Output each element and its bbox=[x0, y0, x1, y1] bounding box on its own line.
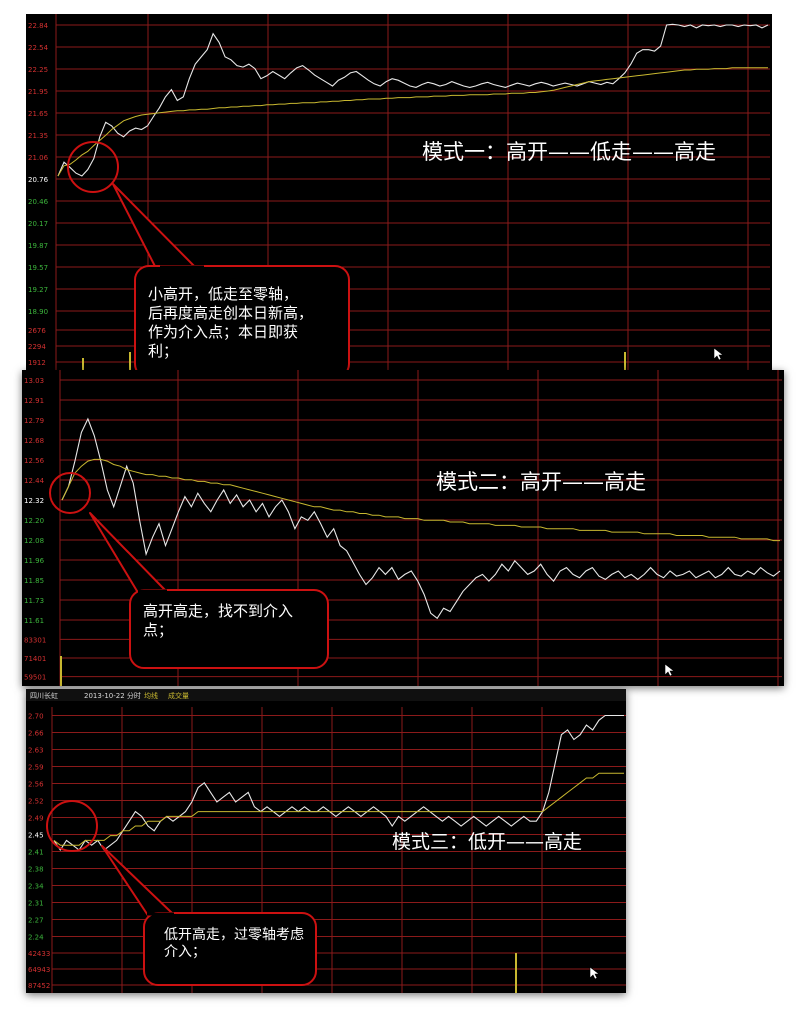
volume-bar bbox=[515, 953, 517, 993]
price-tick-label: 2.41 bbox=[28, 849, 44, 857]
callout-pointer bbox=[101, 845, 173, 918]
callout-text-line: 低开高走，过零轴考虑 bbox=[164, 926, 304, 943]
price-tick-label: 2.56 bbox=[28, 781, 44, 789]
volume-bar bbox=[624, 352, 626, 370]
volume-tick-label: 2294 bbox=[28, 343, 46, 351]
price-line bbox=[61, 417, 781, 620]
average-price-line bbox=[61, 458, 780, 542]
price-tick-label: 12.20 bbox=[24, 517, 44, 525]
callout-text-line: 介入； bbox=[164, 944, 206, 960]
price-tick-label: 22.84 bbox=[28, 22, 49, 30]
price-tick-label: 2.34 bbox=[28, 883, 44, 891]
callout-text-line: 高开高走，找不到介入 bbox=[143, 602, 293, 620]
average-price-line bbox=[57, 67, 768, 177]
price-tick-label: 21.06 bbox=[28, 154, 49, 162]
price-tick-label: 11.85 bbox=[24, 577, 44, 585]
avg-line-legend: 均线 bbox=[144, 691, 158, 700]
price-tick-label: 2.27 bbox=[28, 917, 44, 925]
price-tick-label: 11.96 bbox=[24, 557, 45, 565]
price-tick-label: 2.49 bbox=[28, 815, 44, 823]
price-line bbox=[57, 23, 769, 177]
price-tick-label: 12.68 bbox=[24, 437, 44, 445]
price-tick-label: 19.57 bbox=[28, 264, 48, 272]
chart-date: 2013-10-22 分时 bbox=[84, 691, 141, 700]
price-tick-label: 19.27 bbox=[28, 286, 48, 294]
price-line bbox=[53, 714, 624, 852]
mouse-cursor-icon bbox=[664, 663, 675, 677]
price-tick-label: 21.95 bbox=[28, 88, 48, 96]
price-tick-label: 12.08 bbox=[24, 537, 44, 545]
price-tick-label: 12.91 bbox=[24, 397, 44, 405]
callout-text-line: 后再度高走创本日新高， bbox=[148, 304, 313, 322]
price-tick-label: 2.24 bbox=[28, 934, 44, 942]
intraday-chart-mode-1: 22.84 22.54 22.25 21.95 21.65 21.35 21.06 20.76… bbox=[28, 14, 770, 370]
callout-text-line: 作为介入点；本日即获 bbox=[148, 323, 298, 341]
pattern-title: 模式二：高开——高走 bbox=[436, 470, 646, 494]
mouse-cursor-icon bbox=[713, 347, 724, 361]
price-tick-label: 20.46 bbox=[28, 198, 49, 206]
highlight-circle bbox=[46, 800, 98, 852]
mouse-cursor-icon bbox=[589, 966, 600, 980]
highlight-circle bbox=[49, 472, 91, 514]
callout-box bbox=[129, 589, 329, 669]
callout-box bbox=[143, 912, 317, 986]
volume-tick-label: 2676 bbox=[28, 327, 46, 335]
callout-pointer bbox=[89, 512, 166, 597]
price-tick-label: 21.65 bbox=[28, 110, 48, 118]
volume-bar bbox=[129, 352, 131, 370]
pattern-title: 模式三：低开——高走 bbox=[392, 831, 582, 853]
price-tick-label: 2.38 bbox=[28, 866, 44, 874]
price-tick-label: 22.54 bbox=[28, 44, 49, 52]
price-tick-label: 12.79 bbox=[24, 417, 44, 425]
price-tick-label: 22.25 bbox=[28, 66, 48, 74]
volume-tick-label: 83301 bbox=[24, 636, 46, 644]
price-tick-label: 12.44 bbox=[24, 477, 45, 485]
price-tick-label: 20.17 bbox=[28, 220, 48, 228]
price-tick-label: 12.32 bbox=[24, 497, 44, 505]
intraday-chart-mode-2: 13.03 12.91 12.79 12.68 12.56 12.44 12.32 12.20… bbox=[24, 370, 782, 686]
average-price-line bbox=[53, 772, 624, 846]
callout-text-line: 利； bbox=[148, 342, 178, 360]
volume-tick-label: 59501 bbox=[24, 674, 46, 682]
price-tick-label: 11.61 bbox=[24, 617, 44, 625]
volume-legend: 成交量 bbox=[168, 691, 189, 700]
volume-tick-label: 64943 bbox=[28, 966, 50, 974]
price-tick-label: 2.66 bbox=[28, 730, 44, 738]
volume-tick-label: 71401 bbox=[24, 655, 46, 663]
volume-tick-label: 42433 bbox=[28, 950, 50, 958]
price-tick-label: 21.35 bbox=[28, 132, 48, 140]
price-tick-label: 20.76 bbox=[28, 176, 49, 184]
price-tick-label: 18.90 bbox=[28, 308, 48, 316]
price-tick-label: 11.73 bbox=[24, 597, 44, 605]
price-tick-label: 2.59 bbox=[28, 764, 44, 772]
callout-text-line: 小高开，低走至零轴， bbox=[148, 285, 298, 303]
price-tick-label: 19.87 bbox=[28, 242, 48, 250]
chart-panel-mode-1: 22.84 22.54 22.25 21.95 21.65 21.35 21.06 20.76… bbox=[26, 14, 772, 370]
price-tick-label: 13.03 bbox=[24, 377, 44, 385]
price-tick-label: 2.52 bbox=[28, 798, 44, 806]
price-tick-label: 2.31 bbox=[28, 900, 44, 908]
price-tick-label: 2.63 bbox=[28, 747, 44, 755]
intraday-chart-mode-3: 四川长虹 2013-10-22 分时 均线 成交量 2.70 2.66 2.63 2.59 2.… bbox=[26, 689, 626, 993]
price-tick-label: 2.70 bbox=[28, 713, 44, 721]
volume-tick-label: 1912 bbox=[28, 359, 46, 367]
price-tick-label: 12.56 bbox=[24, 457, 45, 465]
volume-tick-label: 87452 bbox=[28, 982, 50, 990]
chart-panel-mode-3: 四川长虹 2013-10-22 分时 均线 成交量 2.70 2.66 2.63 2.59 2.… bbox=[26, 689, 626, 993]
price-tick-label: 2.45 bbox=[28, 832, 44, 840]
volume-bar bbox=[82, 358, 84, 370]
chart-panel-mode-2: 13.03 12.91 12.79 12.68 12.56 12.44 12.32 12.20… bbox=[22, 370, 784, 686]
header-bar bbox=[26, 689, 626, 701]
volume-bar bbox=[60, 656, 62, 686]
callout-text-line: 点； bbox=[143, 621, 173, 639]
pattern-title: 模式一：高开——低走——高走 bbox=[422, 140, 716, 164]
stock-name: 四川长虹 bbox=[30, 691, 58, 700]
highlight-circle bbox=[67, 141, 119, 193]
callout-box bbox=[134, 265, 350, 370]
